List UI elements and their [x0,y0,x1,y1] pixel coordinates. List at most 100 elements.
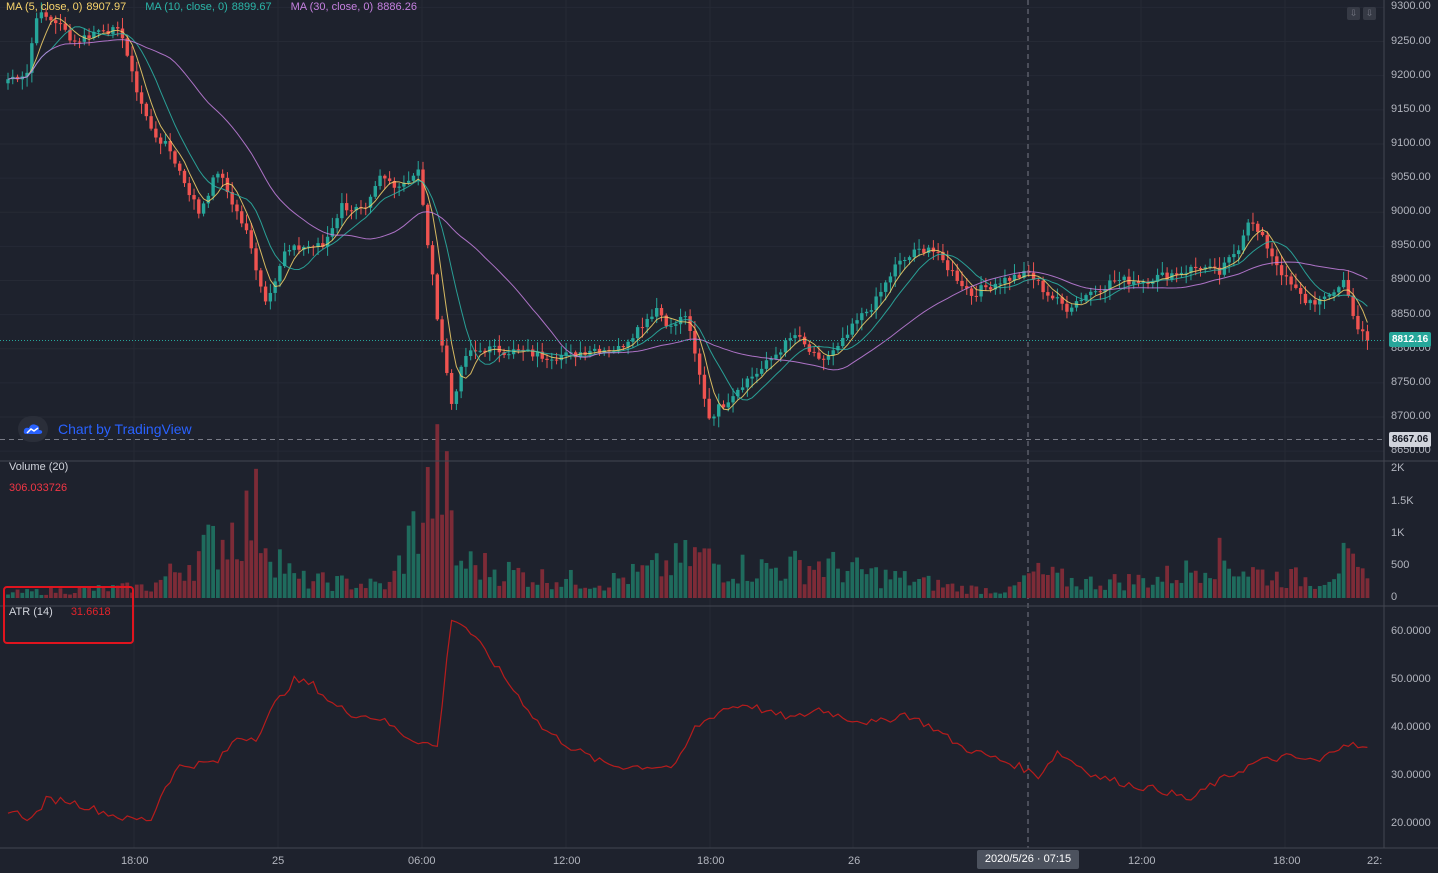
volume-bar [382,589,387,598]
candle-body [192,195,196,200]
candle-body [1241,235,1246,251]
candle-body [635,327,640,339]
maximize-pane-icon[interactable]: ⇩ [1363,7,1376,20]
volume-bar [1169,583,1174,598]
volume-bar [840,582,845,598]
candle-body [988,287,993,290]
candle-body [1151,281,1155,284]
volume-bar [521,572,526,598]
volume-pane[interactable] [6,424,1370,598]
candle-body [922,248,926,253]
candle-body [244,223,249,231]
volume-bar [192,580,196,598]
candle-body [1160,272,1165,275]
volume-bar [1074,586,1079,598]
candle-body [173,151,177,164]
candle-body [1141,281,1145,284]
candle-body [798,335,802,337]
time-tick-label: 12:00 [553,855,581,867]
volume-bar [1260,569,1265,598]
candle-body [1217,267,1222,275]
volume-bar [817,561,821,598]
candle-body [168,141,172,152]
watermark-text[interactable]: Chart by TradingView [58,421,192,437]
candle-body [1089,291,1093,296]
candle-body [263,286,268,302]
ma30-label: MA (30, close, 0) [290,1,374,13]
tradingview-watermark[interactable]: Chart by TradingView [18,416,192,442]
candle-body [731,396,735,403]
volume-bar [444,451,449,598]
pane-dividers[interactable] [0,0,1438,849]
candle-body [454,391,459,404]
volume-bar [1165,565,1170,598]
volume-bar [902,571,907,598]
time-tick-label: 12:00 [1128,855,1156,867]
volume-bar [611,572,616,598]
candle-body [392,180,397,188]
price-tick-label: 8950.00 [1391,239,1431,252]
candle-body [1036,279,1041,281]
volume-bar [893,571,898,598]
candle-body [1256,223,1260,232]
price-tick-label: 8750.00 [1391,375,1431,388]
volume-bar [654,553,659,598]
candle-body [383,175,387,179]
volume-bar [306,588,311,598]
volume-bar [1012,585,1017,598]
candle-body [998,283,1002,285]
candle-body [707,398,711,419]
volume-bar [1112,574,1117,598]
candle-body [1246,222,1250,236]
candle-body [254,248,258,271]
volume-bar [955,591,960,598]
candle-body [101,30,106,32]
move-pane-down-icon[interactable]: ⇩ [1347,7,1360,20]
volume-bar [1103,589,1107,598]
volume-bar [1356,566,1360,598]
volume-bar [1055,572,1060,598]
volume-bar [392,570,397,598]
volume-bar [39,594,44,598]
volume-bar [831,551,836,598]
candle-body [855,320,859,324]
atr-pane[interactable] [7,619,1368,822]
volume-bar [1060,568,1065,598]
candle-body [1184,272,1188,274]
volume-bar [1227,568,1232,598]
volume-bar [1026,573,1031,598]
candle-body [965,286,969,289]
time-tick-label: 22: [1367,855,1383,867]
volume-legend-label: Volume (20) [9,461,69,473]
candle-body [411,175,416,181]
volume-bar [898,577,902,598]
volume-bar [754,578,759,598]
volume-bar [1050,566,1055,598]
volume-bar [850,562,855,598]
ma10-line [7,26,1368,401]
candle-body [1198,268,1203,270]
candle-body [736,389,740,397]
volume-bar [454,565,459,598]
candle-body [464,356,468,367]
candle-body [163,141,168,144]
volume-bar [1160,581,1165,598]
volume-bar [363,588,368,598]
volume-bar [263,548,268,598]
candle-body [435,274,439,320]
volume-bar [1079,589,1084,598]
volume-bar [1284,587,1289,598]
candle-body [655,308,659,317]
candle-body [516,349,521,351]
atr-tick-label: 30.0000 [1391,769,1431,781]
candle-body [1303,293,1308,304]
volume-bar [731,578,735,598]
volume-bar [139,584,144,598]
volume-bar [34,589,39,598]
candle-body [34,18,39,44]
volume-bar [602,590,607,598]
price-pane[interactable] [0,0,1384,848]
volume-bar [87,587,91,598]
volume-bar [793,550,797,598]
